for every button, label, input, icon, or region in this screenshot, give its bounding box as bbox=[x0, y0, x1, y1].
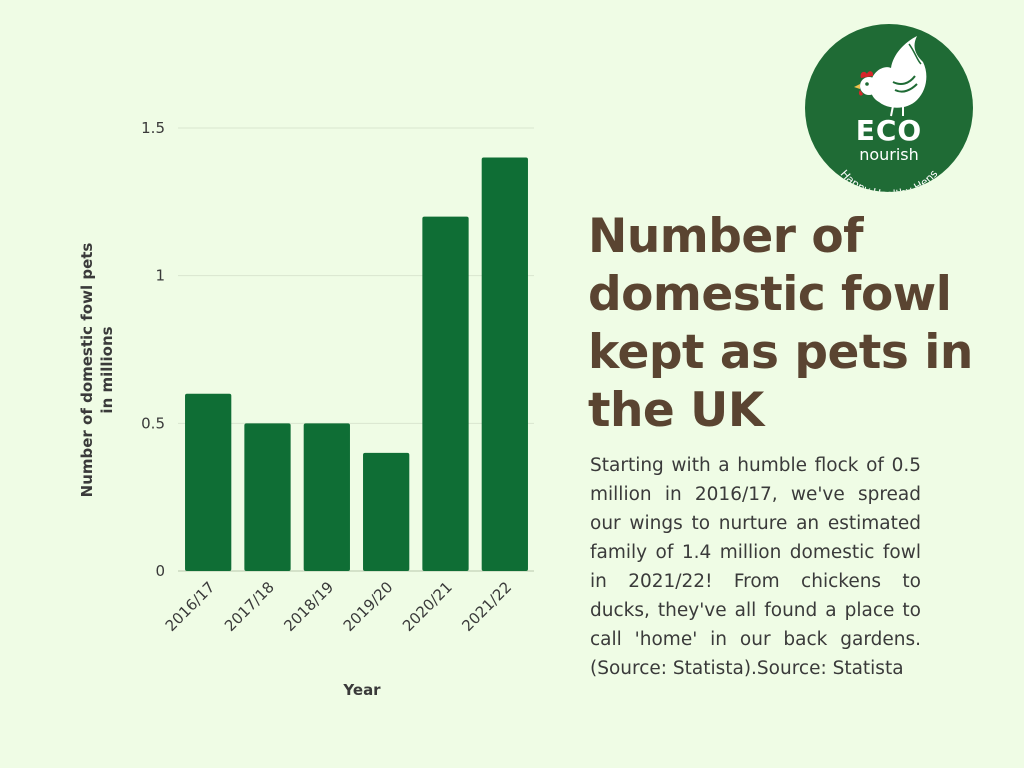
x-tick-label: 2019/20 bbox=[340, 578, 397, 635]
x-tick-label: 2016/17 bbox=[162, 578, 219, 635]
bar bbox=[422, 216, 469, 571]
y-axis-ticks: 0 0.5 1 1.5 bbox=[141, 119, 165, 580]
x-tick-label: 2017/18 bbox=[221, 578, 278, 635]
x-axis-ticks: 2016/17 2017/18 2018/19 2019/20 2020/21 2021/… bbox=[162, 578, 515, 635]
description-text: Starting with a humble flock of 0.5 mill… bbox=[590, 455, 921, 679]
eco-nourish-logo: Happy Healthy Hens ECO nourish bbox=[805, 24, 973, 192]
y-tick-label: 0 bbox=[155, 562, 165, 580]
bar bbox=[244, 423, 291, 571]
logo-tagline: Happy Healthy Hens bbox=[838, 167, 941, 192]
y-tick-label: 0.5 bbox=[141, 414, 165, 432]
y-axis-title: Number of domestic fowl pets in millions bbox=[78, 243, 116, 498]
x-tick-label: 2018/19 bbox=[280, 578, 337, 635]
y-tick-label: 1 bbox=[155, 267, 165, 285]
x-tick-label: 2021/22 bbox=[458, 578, 515, 635]
x-axis-title: Year bbox=[342, 681, 381, 699]
bar bbox=[363, 452, 410, 571]
gridlines bbox=[178, 127, 534, 572]
page-title: Number of domestic fowl kept as pets in … bbox=[588, 209, 973, 438]
bar bbox=[481, 157, 528, 572]
bar bbox=[185, 393, 232, 571]
logo-brand-text: ECO bbox=[855, 114, 923, 147]
bars bbox=[185, 157, 528, 572]
y-tick-label: 1.5 bbox=[141, 119, 165, 137]
x-tick-label: 2020/21 bbox=[399, 578, 456, 635]
bar-chart: 00.511.5 2016/17 2017/18 2018/19 2019/20 202… bbox=[78, 119, 534, 699]
bar bbox=[303, 423, 350, 571]
hen-icon: Happy Healthy Hens bbox=[838, 36, 941, 192]
logo-sub-text: nourish bbox=[859, 145, 919, 164]
svg-text:Happy Healthy Hens: Happy Healthy Hens bbox=[838, 167, 941, 192]
